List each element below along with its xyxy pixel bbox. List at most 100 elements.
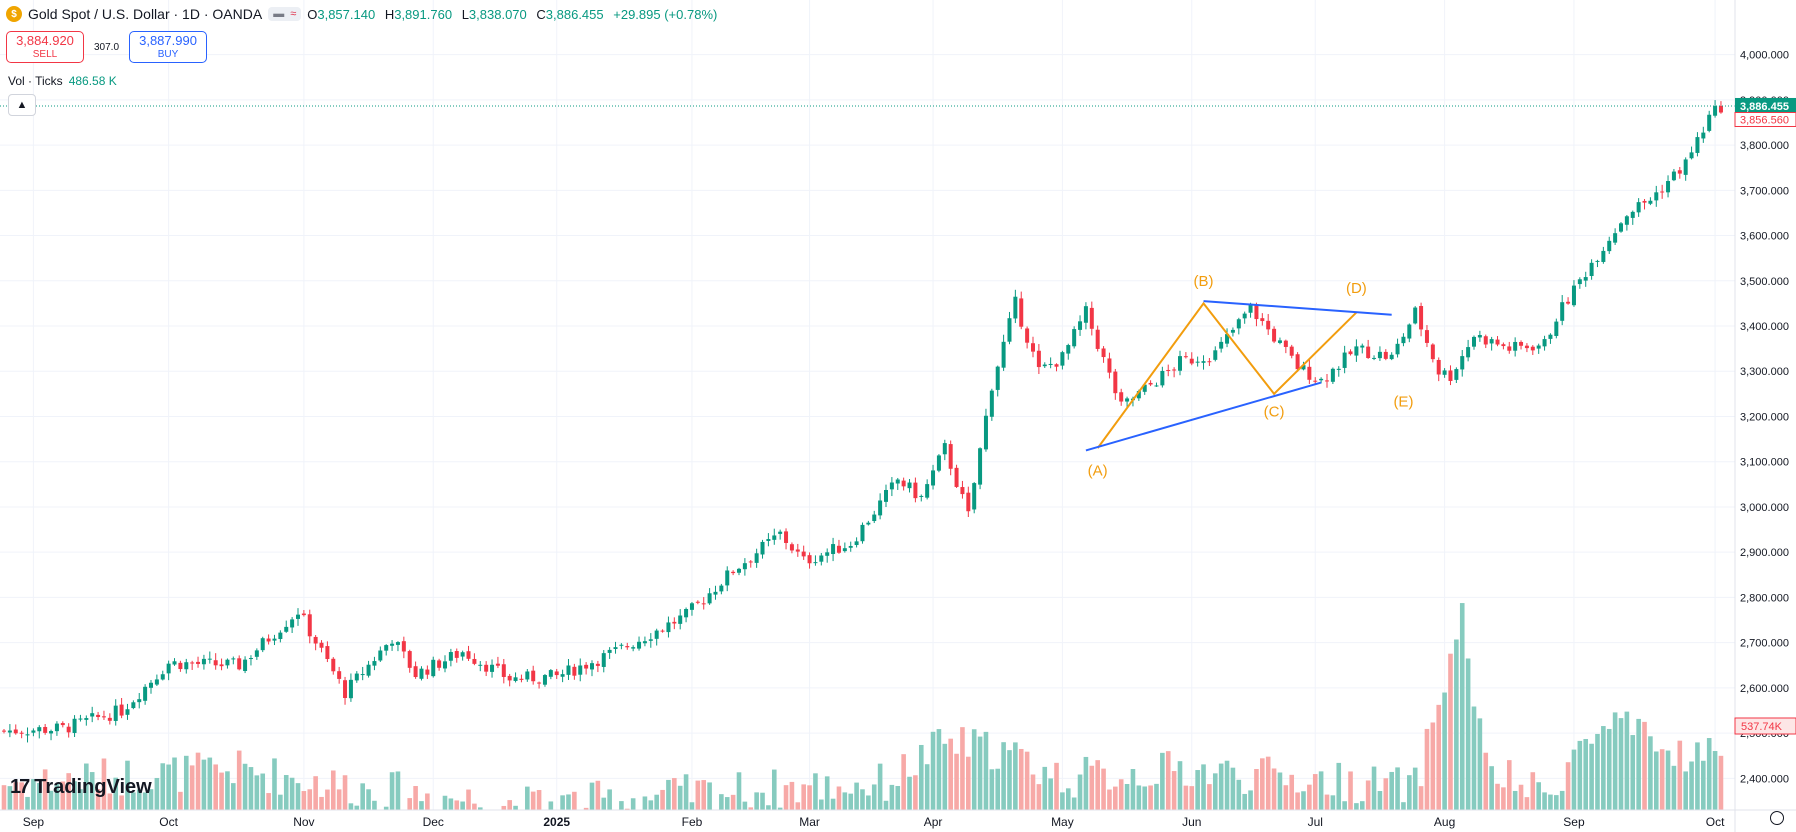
volume-bar bbox=[1136, 785, 1142, 810]
candle-body bbox=[160, 674, 165, 680]
elliott-wave-annotations: (A) (B) (C) (D) (E) bbox=[0, 105, 1735, 479]
candle-body bbox=[913, 482, 918, 499]
volume-bar bbox=[1071, 797, 1077, 810]
candle-body bbox=[860, 524, 865, 542]
volume-bar bbox=[72, 781, 77, 810]
volume-bar bbox=[1418, 786, 1424, 810]
minus-icon[interactable]: ▬ bbox=[273, 8, 285, 20]
volume-bar bbox=[695, 780, 701, 810]
volume-bar bbox=[1501, 787, 1506, 810]
volume-bar bbox=[1583, 738, 1589, 810]
candle-body bbox=[1142, 384, 1147, 392]
volume-bar bbox=[1559, 790, 1565, 810]
candle-body bbox=[72, 718, 77, 733]
volume-bar bbox=[1171, 771, 1177, 810]
spread-value: 307.0 bbox=[94, 41, 120, 53]
candle-body bbox=[1366, 346, 1371, 359]
candle-body bbox=[1342, 352, 1347, 368]
candle-body bbox=[1060, 352, 1065, 366]
candle-body bbox=[1583, 277, 1588, 281]
volume-bar bbox=[1671, 765, 1677, 810]
volume-bar bbox=[477, 807, 483, 810]
volume-bar bbox=[1689, 761, 1694, 810]
wave-label: (B) bbox=[1194, 273, 1214, 290]
candle-body bbox=[354, 673, 359, 681]
volume-bar bbox=[907, 776, 912, 810]
volume-bar bbox=[183, 755, 189, 810]
candle-body bbox=[43, 726, 48, 733]
candle-body bbox=[660, 630, 665, 632]
candle-body bbox=[1295, 354, 1300, 370]
candle-body bbox=[366, 664, 371, 676]
candle-body bbox=[848, 545, 853, 548]
time-tick-label: Feb bbox=[682, 815, 703, 829]
candle-body bbox=[542, 675, 547, 685]
chevron-up-icon[interactable]: ▲ bbox=[8, 94, 36, 116]
candle-body bbox=[1636, 202, 1641, 213]
settings-icon[interactable] bbox=[1770, 811, 1784, 825]
candlesticks bbox=[2, 100, 1723, 743]
volume-bar bbox=[1271, 768, 1277, 810]
volume-bar bbox=[1212, 773, 1218, 810]
price-tick-label: 2,600.000 bbox=[1740, 683, 1789, 695]
candle-body bbox=[1383, 351, 1388, 359]
volume-bar bbox=[1018, 748, 1024, 810]
volume-bar bbox=[1407, 775, 1412, 810]
volume-bar bbox=[1701, 760, 1706, 810]
volume-bar bbox=[395, 771, 401, 810]
candle-body bbox=[490, 664, 495, 672]
candle-body bbox=[343, 680, 348, 698]
volume-bar bbox=[1318, 771, 1324, 810]
candle-body bbox=[1195, 361, 1200, 363]
volume-bar bbox=[1201, 764, 1206, 810]
volume-bar bbox=[60, 781, 66, 810]
candle-body bbox=[266, 638, 271, 642]
symbol-title[interactable]: Gold Spot / U.S. Dollar · 1D · OANDA bbox=[28, 6, 263, 22]
candle-body bbox=[507, 675, 512, 681]
volume-bar bbox=[607, 789, 612, 810]
candle-body bbox=[983, 415, 988, 450]
volume-bar bbox=[1630, 735, 1636, 810]
volume-bar bbox=[372, 800, 377, 810]
volume-bar bbox=[1101, 768, 1106, 810]
sell-button[interactable]: 3,884.920 SELL bbox=[6, 31, 84, 63]
volume-bar bbox=[1577, 740, 1583, 810]
volume-bar bbox=[601, 797, 607, 810]
candle-body bbox=[966, 492, 971, 512]
gold-coin-icon[interactable]: $ bbox=[6, 6, 22, 22]
candle-body bbox=[1166, 369, 1171, 371]
volume-bar bbox=[507, 800, 512, 810]
candle-body bbox=[1277, 340, 1282, 343]
volume-bar bbox=[1236, 779, 1242, 810]
candle-body bbox=[1389, 354, 1394, 360]
volume-bar bbox=[966, 756, 971, 810]
volume-bar bbox=[119, 795, 124, 810]
candle-body bbox=[666, 622, 671, 633]
wave-icon[interactable]: ≈ bbox=[290, 8, 297, 20]
candle-body bbox=[425, 669, 430, 675]
buy-button[interactable]: 3,887.990 BUY bbox=[129, 31, 208, 63]
volume-bar bbox=[419, 801, 424, 810]
candle-body bbox=[772, 535, 777, 540]
volume-bar bbox=[530, 791, 536, 810]
volume-bar bbox=[19, 782, 24, 810]
volume-legend[interactable]: Vol · Ticks 486.58 K bbox=[8, 74, 117, 88]
volume-bar bbox=[1224, 760, 1230, 810]
price-tick-label: 4,000.000 bbox=[1740, 50, 1789, 62]
candle-body bbox=[1472, 336, 1476, 347]
volume-bar bbox=[1518, 784, 1524, 810]
volume-bar bbox=[354, 805, 360, 810]
mini-toolbar[interactable]: ▬ ≈ bbox=[268, 7, 302, 21]
candle-body bbox=[31, 730, 36, 733]
low-value: 3,838.070 bbox=[468, 6, 527, 22]
candle-body bbox=[1424, 330, 1429, 343]
candle-body bbox=[178, 662, 183, 670]
candle-body bbox=[19, 732, 24, 734]
candle-body bbox=[254, 650, 259, 657]
candle-body bbox=[1272, 328, 1277, 342]
candle-body bbox=[919, 495, 924, 497]
candle-body bbox=[1419, 306, 1424, 330]
tradingview-logo[interactable]: 17 TradingView bbox=[10, 776, 152, 798]
candle-body bbox=[1454, 369, 1459, 380]
